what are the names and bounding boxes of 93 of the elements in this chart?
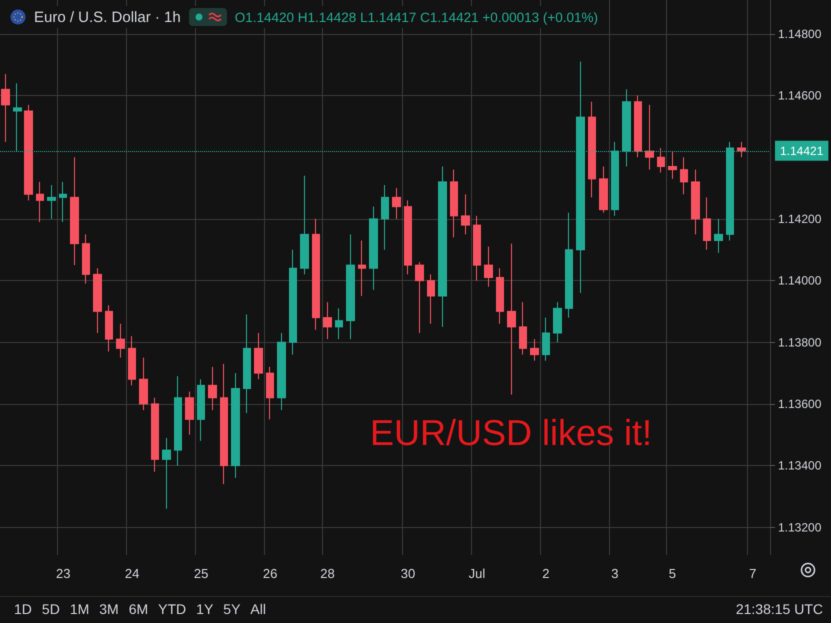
candlestick	[208, 366, 217, 411]
candlestick	[197, 378, 205, 442]
candlestick	[691, 169, 700, 235]
candlestick	[185, 391, 194, 436]
candlestick	[645, 104, 654, 170]
x-tick-label: 2	[542, 566, 550, 581]
candlestick	[484, 246, 493, 288]
text: 21:38:15 UTC	[736, 601, 823, 617]
candlestick	[323, 302, 332, 340]
candlestick	[599, 166, 608, 214]
candlestick	[220, 363, 228, 485]
candlestick	[105, 304, 113, 352]
x-tick-label: 24	[124, 566, 140, 581]
text: 5D	[42, 601, 60, 617]
x-tick-label: 5	[668, 566, 676, 581]
text: 3M	[99, 601, 119, 617]
text: All	[250, 601, 266, 617]
text: O1.14420 H1.14428 L1.14417 C1.14421 +0.00013 (+0.01%)	[234, 10, 598, 24]
text: YTD	[158, 601, 186, 617]
candlestick	[588, 101, 596, 198]
text: 1Y	[196, 601, 214, 617]
candlestick	[553, 302, 562, 343]
candlestick	[415, 262, 424, 334]
text: 6M	[128, 601, 148, 617]
candlestick	[450, 169, 458, 238]
y-tick-label: 1.14600	[778, 88, 822, 103]
candlestick	[634, 95, 642, 158]
candlestick	[335, 308, 343, 340]
candlestick	[737, 141, 746, 158]
text: 1D	[14, 601, 32, 617]
candlestick	[243, 314, 251, 414]
candlestick	[542, 317, 550, 362]
candlestick	[82, 234, 90, 284]
candlestick	[438, 166, 447, 328]
candlestick	[36, 181, 44, 222]
candlestick	[507, 243, 516, 396]
y-tick-label: 1.13400	[778, 458, 822, 473]
candlestick	[714, 218, 723, 254]
candlestick	[162, 437, 171, 510]
annotation: EUR/USD likes it!	[370, 412, 652, 454]
candlestick	[289, 249, 297, 356]
candlestick	[151, 397, 159, 472]
x-tick-label: 28	[320, 566, 335, 581]
candlestick	[680, 156, 688, 195]
candlestick	[1, 74, 10, 142]
candlestick	[657, 148, 665, 174]
candlestick	[381, 184, 389, 250]
candlestick	[496, 268, 504, 324]
candlestick	[369, 206, 378, 290]
candlestick	[703, 196, 711, 250]
candlestick	[59, 181, 67, 222]
candlestick	[266, 366, 274, 420]
y-tick-label: 1.13800	[778, 335, 822, 350]
x-tick-label: 3	[611, 566, 618, 581]
candlestick	[24, 104, 33, 201]
ref-line-label: 1.14421	[780, 144, 824, 158]
candlestick	[47, 184, 56, 220]
candlestick	[392, 188, 401, 220]
y-tick-label: 1.14000	[778, 274, 822, 288]
x-tick-label: 26	[262, 566, 278, 581]
candlestick	[128, 336, 136, 386]
candlestick	[139, 357, 148, 411]
candlestick	[346, 234, 355, 340]
x-tick-label: 25	[194, 566, 208, 581]
candlestick	[461, 194, 470, 235]
candlestick	[277, 332, 286, 411]
candlestick	[519, 302, 527, 356]
candlestick	[300, 175, 309, 275]
candlestick	[404, 200, 412, 275]
y-tick-label: 1.13600	[778, 396, 822, 411]
candlestick	[254, 332, 263, 380]
candlestick	[93, 268, 102, 334]
y-tick-label: 1.13200	[778, 520, 822, 534]
candlestick	[427, 274, 435, 324]
candlestick	[358, 240, 366, 296]
candlestick	[668, 150, 677, 180]
candlestick	[565, 212, 573, 318]
text: Euro / U.S. Dollar · 1h	[34, 8, 181, 26]
text: 1M	[70, 601, 90, 617]
text: 5Y	[223, 601, 240, 617]
x-tick-label: 7	[749, 566, 756, 581]
x-tick-label: 30	[400, 566, 416, 581]
candlestick	[174, 376, 182, 466]
candlestick	[70, 156, 79, 266]
candlestick	[116, 323, 125, 358]
y-tick-label: 1.14200	[778, 212, 822, 226]
candlestick	[530, 338, 539, 362]
x-tick-label: 23	[56, 566, 70, 581]
x-tick-label: Jul	[468, 566, 486, 581]
candlestick	[312, 218, 320, 330]
candlestick	[231, 372, 240, 478]
candlestick	[473, 215, 481, 282]
y-tick-label: 1.14800	[778, 26, 822, 41]
